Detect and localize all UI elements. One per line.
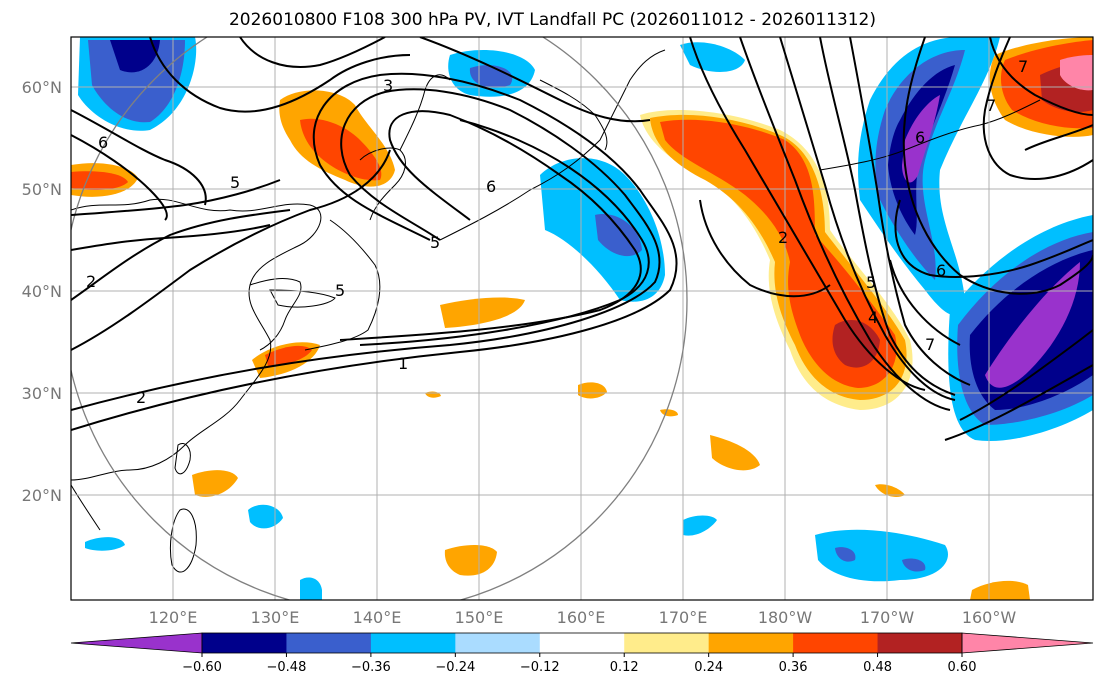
lat-label: 60°N bbox=[22, 78, 62, 97]
colorbar-tick-label: 0.36 bbox=[779, 660, 808, 675]
lon-label: 120°E bbox=[149, 608, 198, 627]
colorbar-segment bbox=[708, 633, 794, 653]
contour-label: 7 bbox=[986, 96, 996, 115]
figure-title: 2026010800 F108 300 hPa PV, IVT Landfall… bbox=[228, 10, 876, 30]
contour-label: 3 bbox=[383, 76, 393, 95]
contour-label: 6 bbox=[936, 261, 946, 280]
contour-label: 5 bbox=[430, 233, 440, 252]
colorbar-tick-label: 0.48 bbox=[863, 660, 892, 675]
colorbar-tick-label: −0.36 bbox=[351, 660, 391, 675]
colorbar-tick-label: −0.48 bbox=[267, 660, 307, 675]
colorbar-tick-label: 0.12 bbox=[610, 660, 639, 675]
lon-label: 170°E bbox=[659, 608, 708, 627]
latitude-labels: 60°N 50°N 40°N 30°N 20°N bbox=[22, 78, 62, 505]
contour-label: 2 bbox=[778, 228, 788, 247]
contour-label: 5 bbox=[335, 281, 345, 300]
lon-label: 150°E bbox=[455, 608, 504, 627]
lat-label: 20°N bbox=[22, 486, 62, 505]
gridlines bbox=[71, 37, 1093, 600]
contour-label: 5 bbox=[866, 273, 876, 292]
colorbar-segment bbox=[202, 633, 287, 653]
colorbar: −0.60 −0.48 −0.36 −0.24 −0.12 0.12 0.24 0.36 0.4… bbox=[70, 632, 1094, 675]
contour-label: 7 bbox=[925, 335, 935, 354]
contour-label: 6 bbox=[486, 177, 496, 196]
colorbar-segment bbox=[793, 633, 879, 653]
map-panel: 1 2 2 3 5 5 6 6 6 2 5 4 7 7 6 7 5 bbox=[71, 37, 1093, 600]
lon-label: 180°W bbox=[758, 608, 813, 627]
colorbar-segment bbox=[286, 633, 372, 653]
colorbar-segment bbox=[624, 633, 710, 653]
lon-label: 160°E bbox=[557, 608, 606, 627]
lat-label: 50°N bbox=[22, 180, 62, 199]
longitude-labels: 120°E 130°E 140°E 150°E 160°E 170°E 180°… bbox=[149, 608, 1017, 627]
contour-label: 6 bbox=[915, 128, 925, 147]
contour-label: 1 bbox=[398, 354, 408, 373]
colorbar-tick-label: 0.24 bbox=[694, 660, 723, 675]
lat-label: 30°N bbox=[22, 384, 62, 403]
pv-contours bbox=[71, 37, 1093, 441]
contour-label: 4 bbox=[868, 308, 878, 327]
lon-label: 170°W bbox=[860, 608, 915, 627]
colorbar-tick-label: −0.60 bbox=[182, 660, 222, 675]
contour-label: 7 bbox=[1018, 57, 1028, 76]
lon-label: 160°W bbox=[962, 608, 1017, 627]
landfall-domain-circle bbox=[71, 37, 688, 600]
colorbar-tick-label: −0.12 bbox=[520, 660, 560, 675]
colorbar-extend-left bbox=[70, 632, 203, 654]
colorbar-tick-label: 0.60 bbox=[948, 660, 977, 675]
lon-label: 130°E bbox=[251, 608, 300, 627]
contour-label: 5 bbox=[230, 173, 240, 192]
contour-label: 6 bbox=[98, 133, 108, 152]
colorbar-frame bbox=[201, 632, 963, 654]
colorbar-tick-label: −0.24 bbox=[435, 660, 475, 675]
contour-labels: 1 2 2 3 5 5 6 6 6 2 5 4 7 7 6 7 5 bbox=[86, 57, 1028, 407]
colorbar-segment bbox=[370, 633, 456, 653]
colorbar-segment bbox=[877, 633, 963, 653]
map-frame bbox=[70, 36, 1094, 601]
contour-label: 2 bbox=[86, 272, 96, 291]
colorbar-segment bbox=[455, 633, 541, 653]
colorbar-segment bbox=[539, 633, 625, 653]
colorbar-extend-right bbox=[961, 632, 1094, 654]
contour-label: 2 bbox=[136, 388, 146, 407]
lat-label: 40°N bbox=[22, 282, 62, 301]
lon-label: 140°E bbox=[353, 608, 402, 627]
negative-anomaly-shading bbox=[78, 37, 1093, 600]
